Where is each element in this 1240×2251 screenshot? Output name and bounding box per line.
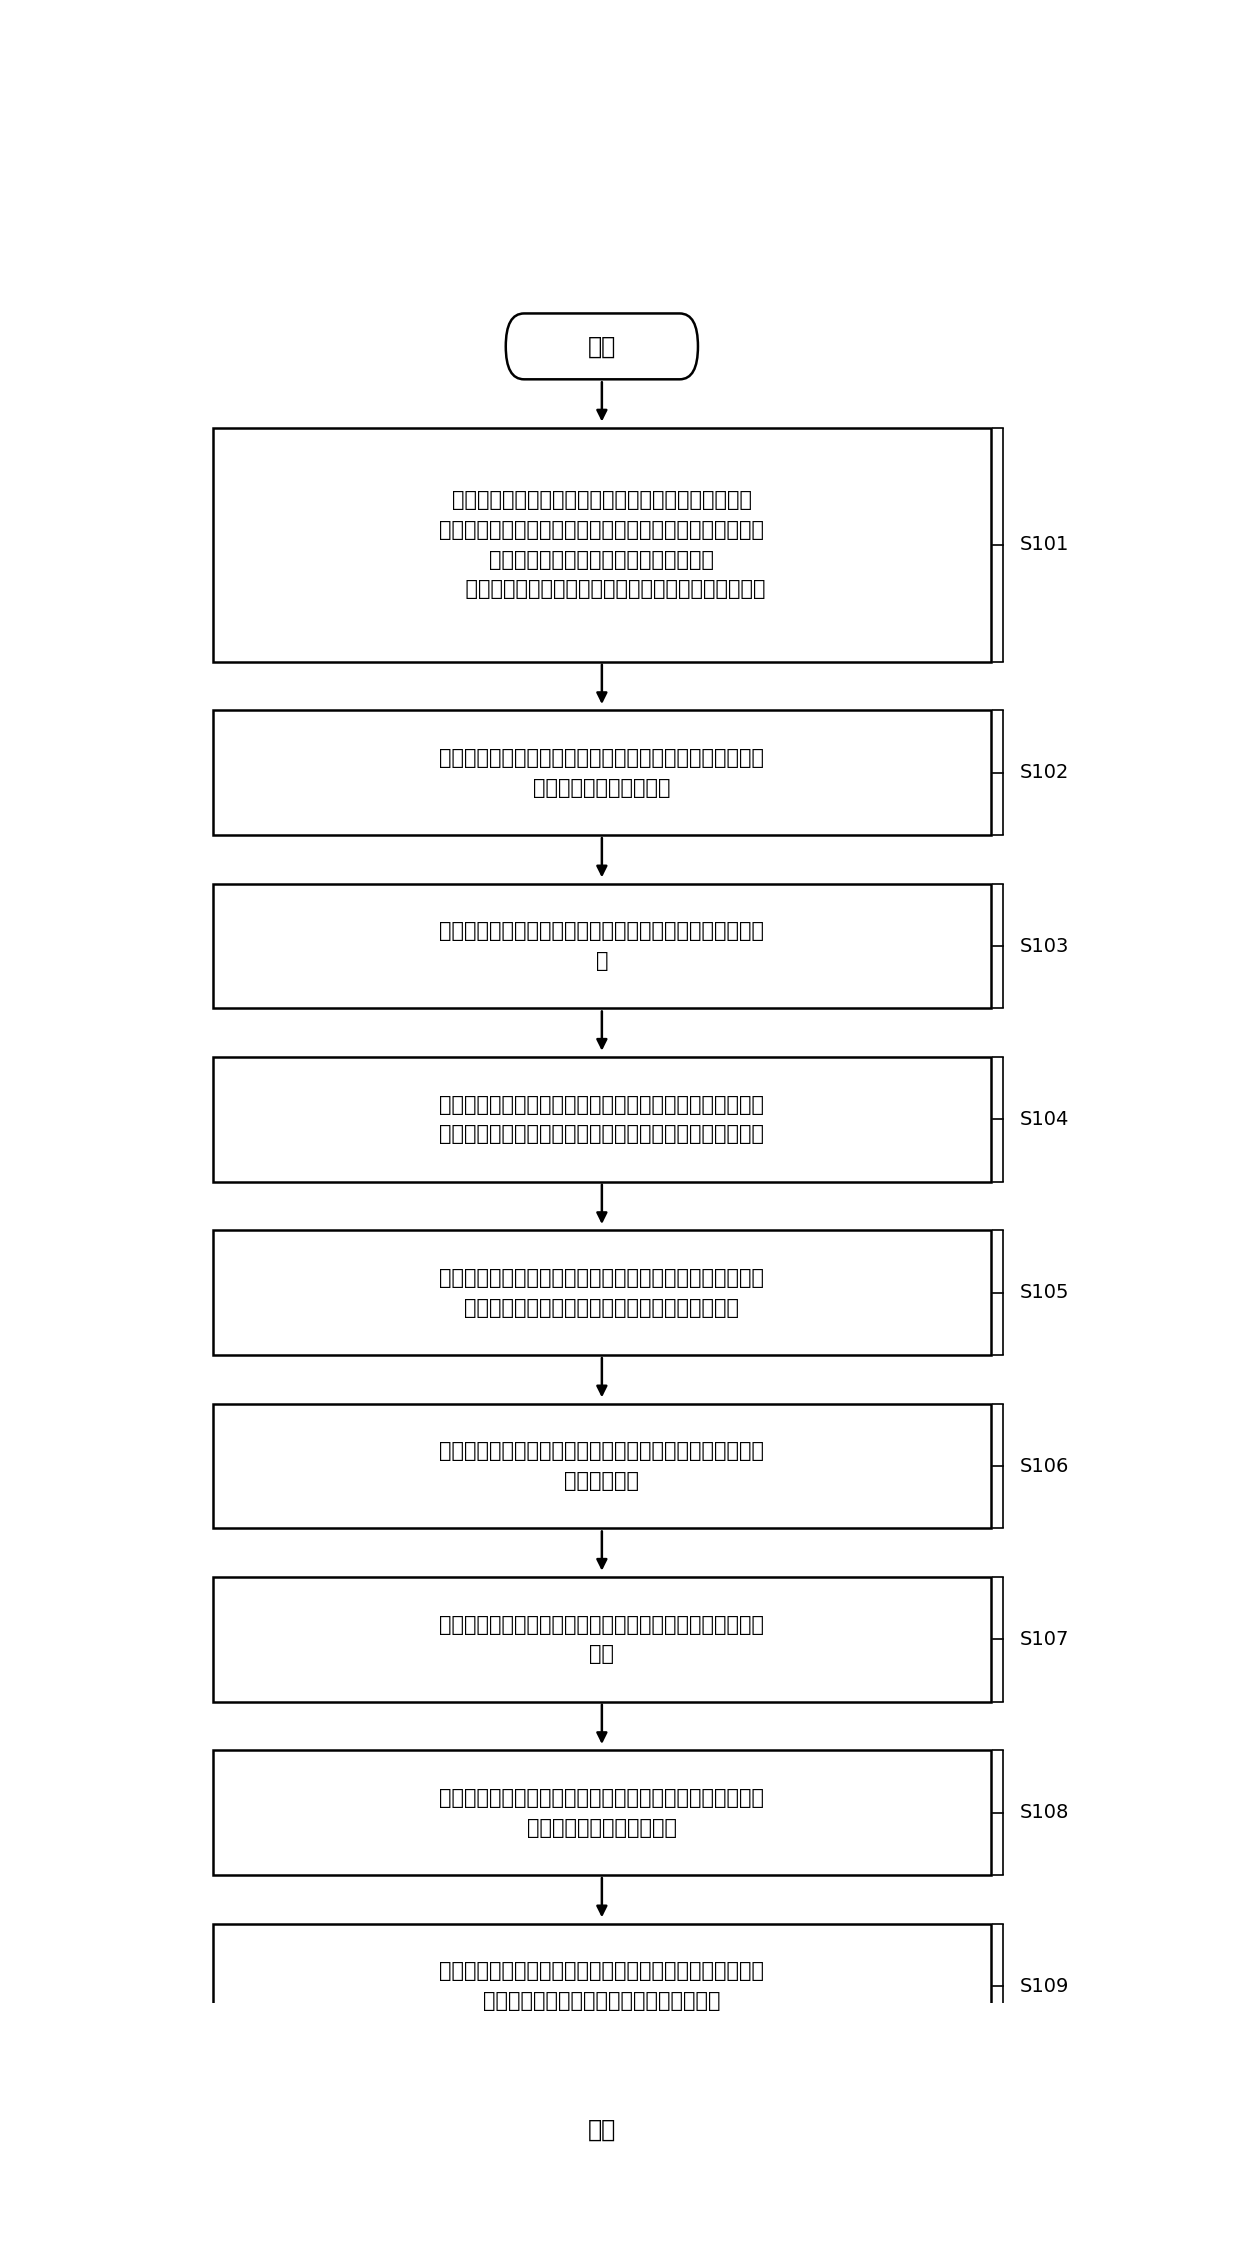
Text: 对融合后的图像进行伪彩色处理，获得伪彩色处理后的彩色
图像: 对融合后的图像进行伪彩色处理，获得伪彩色处理后的彩色 图像 bbox=[439, 1614, 764, 1663]
Text: S107: S107 bbox=[1019, 1630, 1069, 1650]
FancyBboxPatch shape bbox=[506, 2098, 698, 2163]
FancyBboxPatch shape bbox=[212, 711, 991, 835]
Text: 将增强后的红外图像、原始可见光图像设置成相同的尺寸大
小，获得尺寸变换后的可见光图像、尺寸变换后的红外图像: 将增强后的红外图像、原始可见光图像设置成相同的尺寸大 小，获得尺寸变换后的可见光… bbox=[439, 1094, 764, 1144]
Text: 记录热成像数据信息的时空定位信息，上传伪彩色处理后的
彩色图像、热成像数据信息、时空定位信息: 记录热成像数据信息的时空定位信息，上传伪彩色处理后的 彩色图像、热成像数据信息、… bbox=[439, 1961, 764, 2010]
FancyBboxPatch shape bbox=[506, 313, 698, 380]
Text: 利用光学器件将场景中的物体发出的红外能量聚焦在红
外探测器上，然后来自于每个探测器元件的红外数据转换成
成预设的图片格式，获得原始红外图像；
    通过摄像头: 利用光学器件将场景中的物体发出的红外能量聚焦在红 外探测器上，然后来自于每个探测… bbox=[439, 491, 765, 599]
Text: S106: S106 bbox=[1019, 1456, 1069, 1477]
Text: 对尺寸变换后的可见光图像、尺寸变换后的红外图像进行图
像配准，获得配准后可见光图像、配准后红外图像: 对尺寸变换后的可见光图像、尺寸变换后的红外图像进行图 像配准，获得配准后可见光图… bbox=[439, 1267, 764, 1317]
FancyBboxPatch shape bbox=[212, 885, 991, 1008]
FancyBboxPatch shape bbox=[212, 428, 991, 662]
Text: 结束: 结束 bbox=[588, 2118, 616, 2143]
Text: 对伪彩色处理后的彩色图像的指定区域或点，进行温度分析
处理，获得热成像数据信息: 对伪彩色处理后的彩色图像的指定区域或点，进行温度分析 处理，获得热成像数据信息 bbox=[439, 1787, 764, 1837]
Text: S108: S108 bbox=[1019, 1803, 1069, 1823]
FancyBboxPatch shape bbox=[212, 1578, 991, 1702]
FancyBboxPatch shape bbox=[212, 1405, 991, 1528]
Text: S105: S105 bbox=[1019, 1283, 1069, 1303]
FancyBboxPatch shape bbox=[212, 1058, 991, 1182]
FancyBboxPatch shape bbox=[212, 1751, 991, 1875]
FancyBboxPatch shape bbox=[212, 1231, 991, 1355]
Text: 开始: 开始 bbox=[588, 335, 616, 358]
Text: 对配准后可见光图像、配准后红外图像进行图像融合，获得
融合后的图像: 对配准后可见光图像、配准后红外图像进行图像融合，获得 融合后的图像 bbox=[439, 1441, 764, 1490]
Text: S102: S102 bbox=[1019, 763, 1069, 783]
FancyBboxPatch shape bbox=[212, 1925, 991, 2048]
Text: S101: S101 bbox=[1019, 536, 1069, 554]
Text: S103: S103 bbox=[1019, 936, 1069, 957]
Text: S104: S104 bbox=[1019, 1110, 1069, 1130]
Text: 根据原始红外图像，对接收到的原始红外图像进行预处理，
获得预处理后的红外图像: 根据原始红外图像，对接收到的原始红外图像进行预处理， 获得预处理后的红外图像 bbox=[439, 747, 764, 797]
Text: S109: S109 bbox=[1019, 1976, 1069, 1997]
Text: 对预处理后的红外图像进行图像增强，获得增强后的红外图
像: 对预处理后的红外图像进行图像增强，获得增强后的红外图 像 bbox=[439, 921, 764, 970]
